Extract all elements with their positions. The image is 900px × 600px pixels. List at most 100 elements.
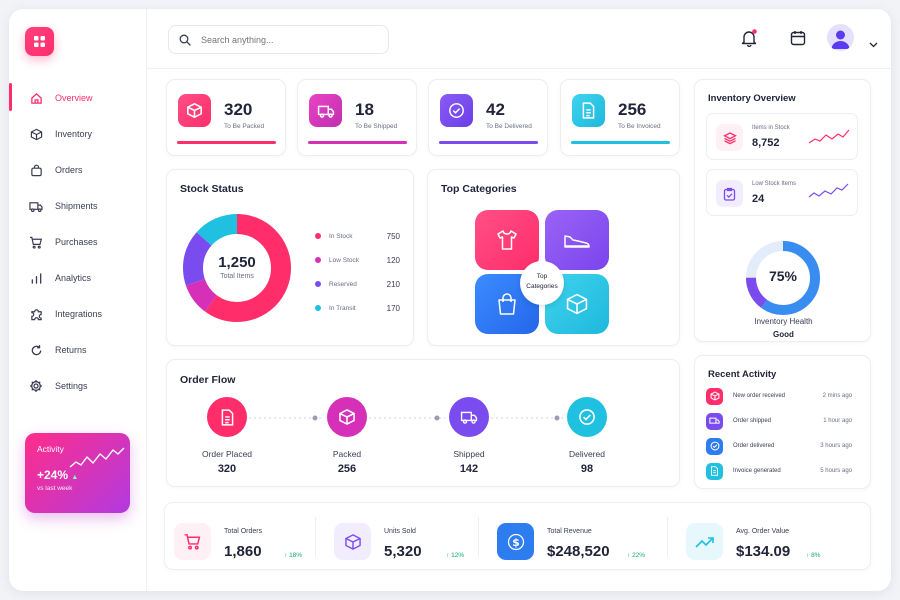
package-icon: [566, 293, 588, 315]
flow-step-label: Order Placed: [201, 449, 253, 459]
flow-step-order-placed[interactable]: Order Placed 320: [192, 397, 262, 475]
legend-item: In Stock 750: [315, 224, 400, 248]
notifications-button[interactable]: [741, 29, 758, 52]
sidebar-item-overview[interactable]: Overview: [9, 80, 147, 116]
growth-arrow-icon: ▲: [71, 474, 79, 481]
activity-title: Activity: [37, 444, 64, 454]
list-item[interactable]: Invoice generated 5 hours ago: [706, 462, 852, 480]
stat-card-to-be-invoiced[interactable]: 256 To Be Invoiced: [560, 79, 680, 156]
search-input[interactable]: [201, 34, 371, 45]
stat-value: 320: [224, 100, 253, 119]
stat-label: To Be Delivered: [486, 123, 532, 130]
stat-accent-bar: [439, 141, 538, 144]
box-icon: [334, 523, 371, 560]
donut-segment: [183, 214, 291, 322]
flow-step-packed[interactable]: Packed 256: [312, 397, 382, 475]
items-in-stock-box[interactable]: Items in Stock 8,752: [706, 113, 858, 160]
summary-growth: ↑ 12%: [446, 552, 465, 559]
sidebar-item-label: Returns: [55, 345, 87, 355]
stat-accent-bar: [308, 141, 407, 144]
sidebar-item-purchases[interactable]: Purchases: [9, 224, 147, 260]
layers-icon: [716, 124, 743, 151]
sidebar-item-label: Orders: [55, 165, 83, 175]
inventory-stat-label: Low Stock Items: [752, 181, 797, 187]
cart-icon: [174, 523, 211, 560]
flow-step-shipped[interactable]: Shipped 142: [434, 397, 504, 475]
stock-legend: In Stock 750 Low Stock 120 Reserved 210 In …: [315, 224, 400, 320]
donut-center: 1,250 Total Items: [202, 254, 272, 280]
legend-item: Low Stock 120: [315, 248, 400, 272]
card-title: Stock Status: [180, 183, 244, 195]
activity-card[interactable]: Activity +24% ▲ vs last week: [25, 433, 130, 513]
health-label: Inventory Health: [754, 317, 813, 326]
truck-icon: [449, 397, 489, 437]
document-icon: [572, 94, 605, 127]
sidebar: Overview Inventory Orders Shipments Purc…: [9, 9, 147, 591]
legend-label: In Transit: [329, 304, 356, 312]
activity-time: 1 hour ago: [823, 418, 852, 424]
category-apparel[interactable]: [475, 210, 539, 270]
flow-step-value: 98: [580, 463, 594, 475]
sidebar-item-orders[interactable]: Orders: [9, 152, 147, 188]
refresh-icon: [29, 343, 43, 357]
chevron-down-icon: [869, 42, 878, 48]
card-title: Order Flow: [180, 374, 236, 386]
flow-step-label: Delivered: [569, 449, 605, 459]
inventory-stat-value: 24: [752, 193, 765, 205]
truck-icon: [706, 412, 723, 430]
sidebar-item-integrations[interactable]: Integrations: [9, 296, 147, 332]
flow-step-delivered[interactable]: Delivered 98: [552, 397, 622, 475]
trend-up-icon: [686, 523, 723, 560]
list-item[interactable]: New order received 2 mins ago: [706, 387, 852, 405]
divider: [667, 517, 668, 557]
health-status: Good: [773, 330, 794, 339]
sidebar-item-inventory[interactable]: Inventory: [9, 116, 147, 152]
recent-activity-card: Recent Activity New order received 2 min…: [694, 355, 871, 489]
top-categories-card: Top Categories Top Categories: [427, 169, 680, 346]
stat-card-to-be-packed[interactable]: 320 To Be Packed: [166, 79, 286, 156]
truck-icon: [29, 199, 43, 213]
activity-text: Order shipped: [733, 418, 772, 424]
box-icon: [29, 127, 43, 141]
svg-text:$: $: [512, 536, 520, 549]
profile-menu-toggle[interactable]: [869, 35, 878, 53]
sidebar-item-shipments[interactable]: Shipments: [9, 188, 147, 224]
center-label-line2: Categories: [526, 283, 558, 290]
sidebar-item-settings[interactable]: Settings: [9, 368, 147, 404]
flow-connectors: [249, 415, 565, 421]
clipboard-icon: [716, 180, 743, 207]
package-icon: [178, 94, 211, 127]
category-packages[interactable]: [545, 274, 609, 334]
activity-time: 5 hours ago: [820, 468, 852, 474]
avatar[interactable]: [827, 24, 854, 51]
app-logo[interactable]: [25, 27, 54, 56]
list-item[interactable]: Order shipped 1 hour ago: [706, 412, 852, 430]
puzzle-icon: [29, 307, 43, 321]
sidebar-item-label: Overview: [55, 93, 93, 103]
categories-center-badge: Top Categories: [520, 261, 564, 305]
bar-chart-icon: [29, 271, 43, 285]
summary-label: Total Orders: [224, 528, 263, 535]
legend-item: Reserved 210: [315, 272, 400, 296]
summary-label: Avg. Order Value: [736, 528, 790, 535]
calendar-icon: [790, 31, 806, 46]
center-label-line1: Top: [536, 273, 548, 280]
calendar-button[interactable]: [790, 30, 806, 51]
stat-card-to-be-delivered[interactable]: 42 To Be Delivered: [428, 79, 548, 156]
summary-value: 5,320: [384, 543, 422, 560]
divider: [478, 517, 479, 557]
legend-dot: [315, 281, 321, 287]
flow-step-value: 256: [337, 463, 357, 475]
sidebar-item-label: Shipments: [55, 201, 98, 211]
list-item[interactable]: Order delivered 3 hours ago: [706, 437, 852, 455]
sidebar-item-analytics[interactable]: Analytics: [9, 260, 147, 296]
stat-accent-bar: [571, 141, 670, 144]
legend-value: 210: [386, 279, 400, 289]
legend-value: 170: [386, 303, 400, 313]
category-footwear[interactable]: [545, 210, 609, 270]
grid-icon: [34, 36, 45, 47]
search-bar[interactable]: [168, 25, 389, 54]
sidebar-item-returns[interactable]: Returns: [9, 332, 147, 368]
stat-card-to-be-shipped[interactable]: 18 To Be Shipped: [297, 79, 417, 156]
low-stock-box[interactable]: Low Stock Items 24: [706, 169, 858, 216]
